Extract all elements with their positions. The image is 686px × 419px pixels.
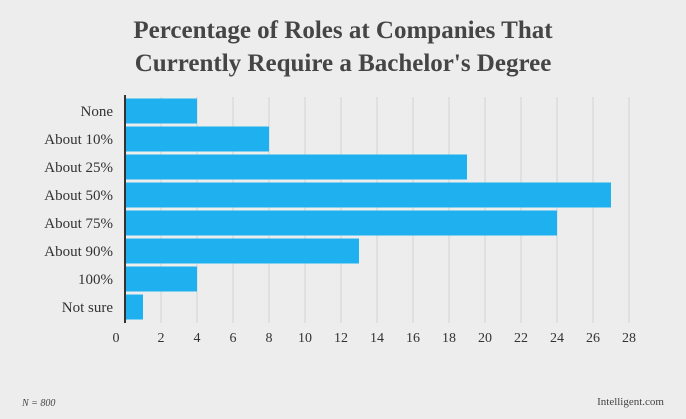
sample-size-note: N = 800 bbox=[22, 398, 56, 409]
x-tick-label-18: 18 bbox=[442, 331, 456, 346]
x-tick-label-8: 8 bbox=[266, 331, 273, 346]
chart-title-line-1: Percentage of Roles at Companies That bbox=[133, 17, 553, 44]
x-tick-label-6: 6 bbox=[230, 331, 237, 346]
bar-1 bbox=[125, 126, 269, 152]
x-tick-label-2: 2 bbox=[158, 331, 165, 346]
category-label-6: 100% bbox=[78, 272, 113, 288]
bar-7 bbox=[125, 294, 143, 320]
category-label-1: About 10% bbox=[44, 132, 113, 148]
category-label-2: About 25% bbox=[44, 160, 113, 176]
x-tick-label-12: 12 bbox=[334, 331, 348, 346]
chart-title: Percentage of Roles at Companies That Cu… bbox=[0, 14, 686, 80]
x-tick-label-0: 0 bbox=[113, 331, 120, 346]
category-label-4: About 75% bbox=[44, 216, 113, 232]
category-label-0: None bbox=[81, 104, 114, 120]
bar-0 bbox=[125, 98, 197, 124]
category-label-3: About 50% bbox=[44, 188, 113, 204]
bar-2 bbox=[125, 154, 467, 180]
source-credit: Intelligent.com bbox=[597, 396, 664, 408]
x-tick-label-24: 24 bbox=[550, 331, 564, 346]
x-tick-label-28: 28 bbox=[622, 331, 636, 346]
bar-3 bbox=[125, 182, 611, 208]
x-tick-label-20: 20 bbox=[478, 331, 492, 346]
chart-title-line-2: Currently Require a Bachelor's Degree bbox=[134, 50, 552, 77]
x-tick-label-16: 16 bbox=[406, 331, 420, 346]
x-tick-label-22: 22 bbox=[514, 331, 528, 346]
category-label-7: Not sure bbox=[62, 300, 114, 316]
bar-4 bbox=[125, 210, 557, 236]
bar-6 bbox=[125, 266, 197, 292]
category-label-5: About 90% bbox=[44, 244, 113, 260]
x-tick-label-4: 4 bbox=[194, 331, 201, 346]
bar-5 bbox=[125, 238, 359, 264]
x-tick-label-14: 14 bbox=[370, 331, 384, 346]
x-tick-label-26: 26 bbox=[586, 331, 600, 346]
x-tick-label-10: 10 bbox=[298, 331, 312, 346]
